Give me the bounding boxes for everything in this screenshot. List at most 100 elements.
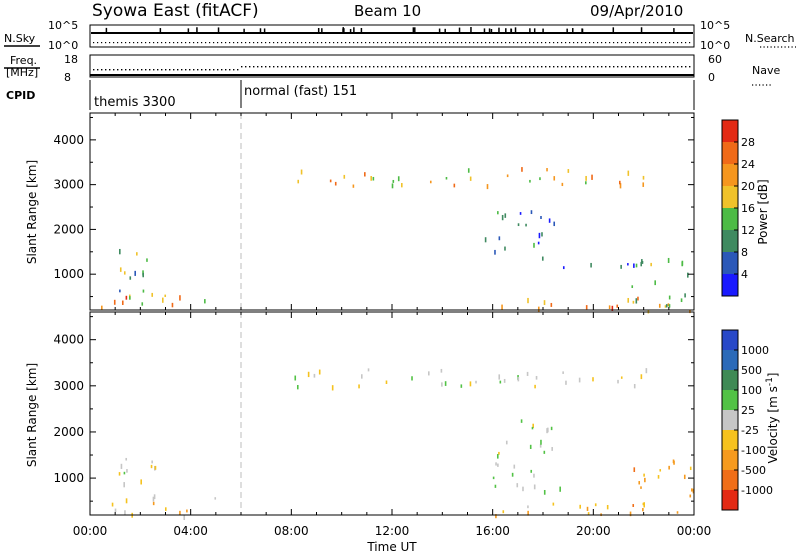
nsearch-dot	[537, 42, 539, 44]
freq-dot	[565, 66, 567, 68]
heatmap-cell	[551, 447, 553, 451]
heatmap-cell	[642, 502, 645, 506]
heatmap-cell	[543, 489, 546, 495]
nsearch-dot	[485, 42, 487, 44]
nsearch-dot	[501, 42, 503, 44]
nsky-panel-frame	[89, 24, 695, 48]
y-tick-label: 1000	[53, 471, 84, 485]
freq-dot	[449, 66, 451, 68]
heatmap-cell	[119, 267, 122, 272]
heatmap-cell	[496, 454, 499, 459]
heatmap-cell	[540, 216, 542, 219]
nsearch-dot	[137, 42, 139, 44]
heatmap-cell	[125, 457, 128, 461]
nsearch-dot	[461, 42, 463, 44]
nsearch-dot	[121, 42, 123, 44]
heatmap-cell	[484, 237, 487, 243]
heatmap-cell	[294, 375, 297, 381]
freq-dot	[593, 66, 595, 68]
heatmap-cell	[397, 176, 400, 182]
colorbar-tick-label: 24	[741, 158, 755, 171]
heatmap-cell	[125, 498, 128, 504]
heatmap-cell	[296, 384, 299, 390]
freq-dot	[389, 66, 391, 68]
freq-dot	[505, 66, 507, 68]
nsearch-tick-bottom: 10^0	[700, 39, 730, 52]
heatmap-cell	[453, 183, 456, 188]
nsearch-dot	[473, 42, 475, 44]
heatmap-cell	[370, 176, 372, 181]
nsearch-dot	[217, 42, 219, 44]
heatmap-cell	[665, 304, 668, 308]
power-panel-frame	[89, 112, 695, 311]
heatmap-cell	[643, 473, 645, 477]
freq-dot	[529, 66, 531, 68]
freq-dot	[501, 66, 503, 68]
colorbar-swatch	[722, 350, 738, 370]
nsearch-dot	[309, 42, 311, 44]
freq-dot	[173, 69, 175, 71]
heatmap-cell	[505, 440, 508, 445]
nsearch-dot	[317, 42, 319, 44]
freq-dot	[605, 66, 607, 68]
cpid-segment-2: normal (fast) 151	[244, 84, 357, 99]
velocity-heatmap-cells	[111, 368, 695, 521]
heatmap-cell	[204, 299, 206, 304]
heatmap-cell	[620, 264, 622, 269]
nsearch-dot	[173, 42, 175, 44]
freq-dot	[289, 66, 291, 68]
nave-tick-bottom: 0	[708, 71, 715, 84]
nsearch-dot	[449, 42, 451, 44]
freq-dot	[437, 66, 439, 68]
heatmap-cell	[511, 472, 514, 477]
freq-dot	[217, 69, 219, 71]
freq-dot	[481, 66, 483, 68]
nsearch-dot	[597, 42, 599, 44]
nsearch-dot	[609, 42, 611, 44]
freq-dot	[509, 66, 511, 68]
heatmap-cell	[331, 385, 334, 391]
heatmap-cell	[392, 179, 395, 183]
freq-panel-frame	[89, 54, 695, 78]
heatmap-cell	[541, 232, 543, 237]
freq-dot	[305, 66, 307, 68]
nsearch-dot	[345, 42, 347, 44]
colorbar-swatch	[722, 410, 738, 430]
freq-dot	[637, 66, 639, 68]
heatmap-cell	[502, 510, 505, 514]
heatmap-cell	[164, 507, 167, 511]
heatmap-cell	[111, 502, 114, 507]
freq-dot	[653, 66, 655, 68]
heatmap-cell	[164, 294, 167, 298]
x-tick-label: 00:00	[677, 524, 712, 538]
nsearch-dot	[457, 42, 459, 44]
freq-dot	[381, 66, 383, 68]
nsearch-dot	[617, 42, 619, 44]
nsearch-dot	[261, 42, 263, 44]
nsearch-dot	[549, 42, 551, 44]
colorbar-swatch	[722, 120, 738, 142]
heatmap-cell	[533, 242, 535, 248]
freq-tick-bottom: 8	[64, 71, 71, 84]
colorbar-tick-label: 100	[741, 384, 762, 397]
freq-dot	[533, 66, 535, 68]
freq-dot	[517, 66, 519, 68]
nsearch-dot	[241, 42, 243, 44]
nsearch-dot	[661, 42, 663, 44]
heatmap-cell	[152, 501, 155, 506]
heatmap-cell	[120, 463, 123, 469]
nsearch-dot	[361, 42, 363, 44]
freq-dot	[345, 66, 347, 68]
nsearch-dot	[109, 42, 111, 44]
heatmap-cell	[140, 479, 142, 485]
freq-dot	[485, 66, 487, 68]
heatmap-cell	[372, 176, 375, 181]
freq-dot	[617, 66, 619, 68]
freq-dot	[453, 66, 455, 68]
nsearch-dot	[101, 42, 103, 44]
nsearch-dot	[269, 42, 271, 44]
velocity-y-label: Slant Range [km]	[25, 363, 39, 467]
heatmap-cell	[360, 374, 363, 379]
nsearch-dot	[401, 42, 403, 44]
heatmap-cell	[121, 300, 124, 305]
